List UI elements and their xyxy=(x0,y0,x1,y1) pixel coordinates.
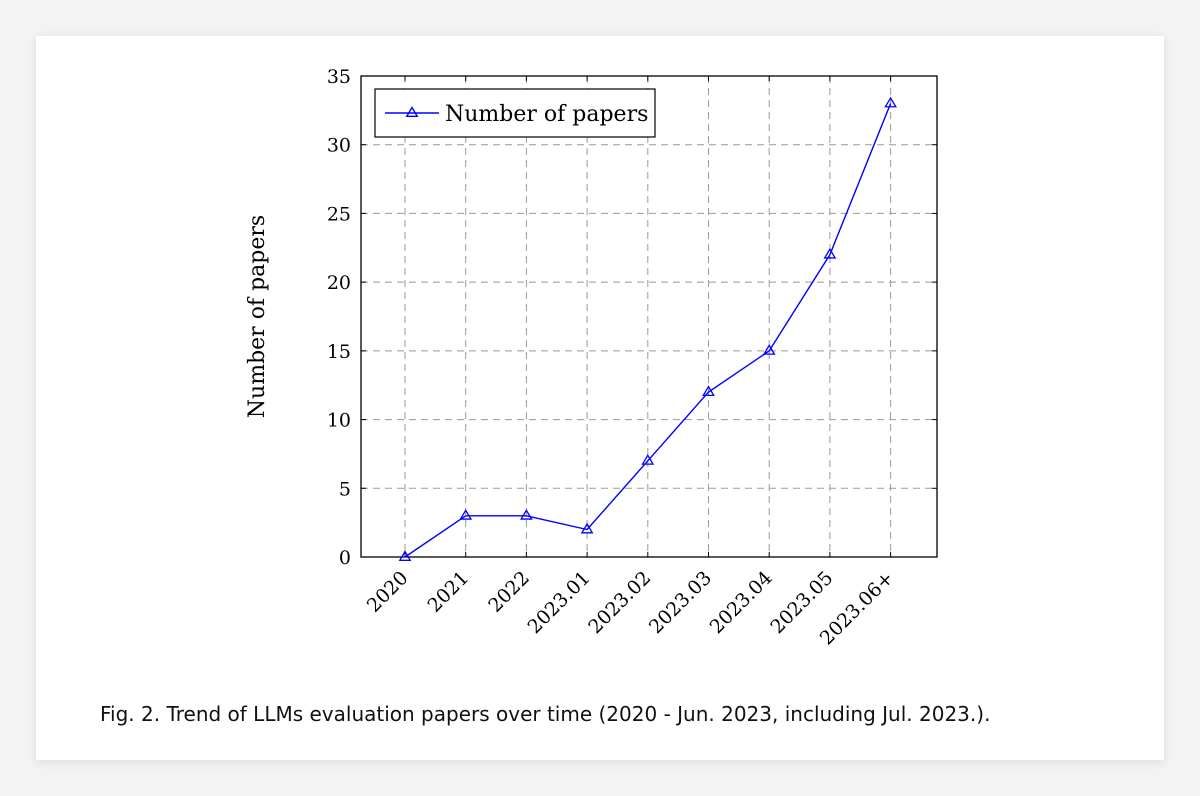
x-axis-ticks: 2020 2021 20222023.012023.022023.032023.04… xyxy=(363,76,898,649)
data-point-marker xyxy=(884,96,897,108)
data-point-marker xyxy=(702,385,715,397)
x-tick-label: 2023.03 xyxy=(645,567,716,638)
series-line xyxy=(404,103,892,558)
x-tick-label: 2023.01 xyxy=(524,567,595,638)
plot-frame xyxy=(360,75,938,558)
data-point-marker xyxy=(459,508,473,520)
data-point-marker xyxy=(823,247,837,259)
y-tick-label: 20 xyxy=(327,272,351,294)
legend-triangle-marker xyxy=(405,106,419,117)
y-axis-title: Number of papers xyxy=(245,215,270,418)
x-tick-label: 2021 xyxy=(423,567,473,617)
x-tick-label: 2020 xyxy=(363,567,413,617)
x-tick-label: 2023.02 xyxy=(584,567,655,638)
x-tick-label: 2022 xyxy=(484,567,534,617)
data-point-marker xyxy=(762,344,776,355)
legend-label: Number of papers xyxy=(445,102,648,127)
x-tick-label: 2023.04 xyxy=(706,567,777,638)
y-tick-label: 25 xyxy=(327,203,351,225)
data-point-marker xyxy=(641,454,655,465)
y-tick-label: 5 xyxy=(339,478,351,500)
y-axis-ticks: 0 5 10 15 20 25 30 35 xyxy=(327,66,937,569)
series-layer xyxy=(398,96,897,561)
data-point-marker xyxy=(520,508,533,520)
figure-caption: Fig. 2. Trend of LLMs evaluation papers … xyxy=(100,702,991,726)
grid xyxy=(361,76,937,557)
figure-card: 0 5 10 15 20 25 30 35 2020 2021 2022 2023.01 2023.0… xyxy=(36,36,1164,760)
y-tick-label: 35 xyxy=(327,66,351,88)
y-tick-label: 0 xyxy=(339,547,351,569)
y-tick-label: 30 xyxy=(327,135,351,157)
y-tick-label: 15 xyxy=(327,341,351,363)
legend: Number of papers xyxy=(374,88,656,138)
data-point-marker xyxy=(580,522,594,534)
y-tick-label: 10 xyxy=(327,410,351,432)
data-point-marker xyxy=(398,550,412,561)
